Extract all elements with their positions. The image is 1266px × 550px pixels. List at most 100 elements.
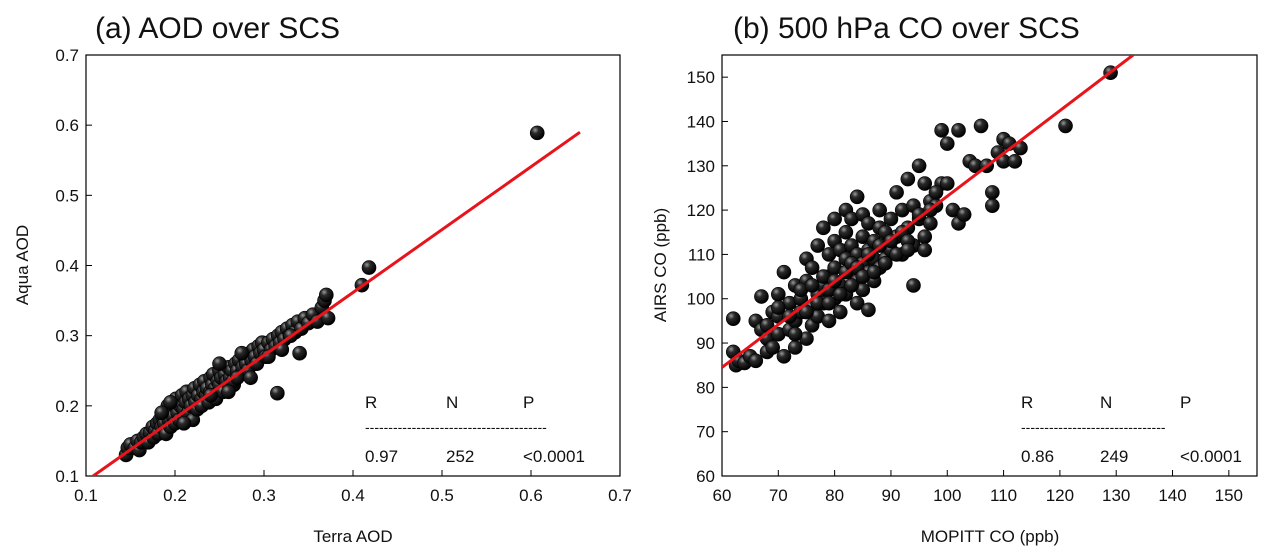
panel-b-data-point: [951, 123, 966, 138]
panel-b-data-point: [900, 242, 916, 258]
panel-b-data-point: [973, 118, 989, 134]
panel-b-data-point: [725, 311, 741, 326]
panel-a-x-tick-label: 0.4: [341, 486, 365, 505]
panel-b-data-point: [883, 211, 899, 227]
panel-b-data-point: [889, 185, 904, 200]
panel-b-x-tick-label: 60: [713, 486, 732, 505]
panel-a-data-point: [529, 125, 545, 141]
panel-b-y-tick-label: 80: [696, 378, 715, 397]
panel-b-y-tick-label: 90: [696, 334, 715, 353]
panel-b-x-tick-label: 110: [990, 486, 1017, 505]
panel-a-y-axis-label: Aqua AOD: [13, 225, 32, 305]
panel-a-y-tick-label: 0.7: [55, 46, 79, 65]
panel-b-x-tick-label: 90: [881, 486, 900, 505]
panel-b-data-point: [844, 278, 859, 293]
panel-b: (b) 500 hPa CO over SCS 60 70 80 90 100 110 12…: [651, 12, 1258, 546]
panel-a-y-tick-label: 0.5: [55, 186, 79, 205]
panel-b-data-point: [776, 264, 792, 280]
panel-b-data-point: [911, 158, 927, 174]
panel-b-fit-line: [722, 55, 1135, 369]
panel-a-x-tick-label: 0.6: [519, 486, 543, 505]
panel-a-y-tick-label: 0.2: [55, 397, 79, 416]
panel-a-stat-value-p: <0.0001: [523, 447, 585, 466]
panel-b-data-point: [917, 229, 933, 244]
panel-a-x-tick-label: 0.3: [252, 486, 276, 505]
panel-a-data-point: [234, 345, 250, 361]
panel-a-y-tick-label: 0.3: [55, 327, 79, 346]
panel-a-data-point: [292, 345, 307, 361]
panel-b-x-tick-label: 150: [1215, 486, 1243, 505]
panel-a-stat-value-n: 252: [446, 447, 474, 466]
panel-b-stats: R N P ------------------------------- 0.…: [1021, 393, 1242, 466]
panel-a-y-tick-label: 0.4: [55, 257, 79, 276]
panel-b-x-axis-label: MOPITT CO (ppb): [921, 527, 1060, 546]
panel-b-data-point: [917, 242, 933, 258]
panel-b-data-point: [804, 260, 820, 276]
panel-b-data-point: [939, 136, 955, 151]
panel-b-data-point: [934, 123, 949, 138]
panel-a-x-tick-label: 0.2: [163, 486, 187, 505]
panel-b-x-tick-label: 100: [933, 486, 961, 505]
panel-b-data-point: [804, 278, 820, 293]
panel-b-stat-value-p: <0.0001: [1180, 447, 1242, 466]
panel-b-data-point: [939, 176, 955, 191]
panel-b-y-axis-label: AIRS CO (ppb): [651, 208, 670, 322]
panel-b-ticks: 60 70 80 90 100 110 120 130 140 150 60 70 80 90 100 110…: [687, 68, 1243, 505]
panel-b-y-tick-label: 130: [687, 157, 715, 176]
panel-a-data-point: [154, 405, 169, 421]
panel-b-data-point: [906, 278, 921, 293]
panel-a-stat-value-r: 0.97: [365, 447, 398, 466]
panel-b-data-point: [866, 264, 882, 280]
panel-b-plot-frame: [721, 54, 1258, 477]
panel-b-data-point: [872, 202, 887, 218]
panel-b-data-point: [754, 289, 769, 304]
panel-b-y-tick-label: 110: [688, 245, 715, 264]
panel-b-x-tick-label: 80: [825, 486, 844, 505]
panel-b-stat-header-n: N: [1100, 393, 1112, 412]
panel-a-x-tick-label: 0.1: [74, 486, 98, 505]
panel-b-points: [725, 65, 1118, 373]
panel-b-data-point: [832, 287, 848, 302]
panel-b-stat-value-n: 249: [1100, 447, 1128, 466]
panel-b-data-point: [1058, 118, 1073, 134]
panel-b-y-tick-label: 120: [687, 201, 715, 220]
panel-b-data-point: [821, 295, 837, 311]
panel-a-stat-header-r: R: [365, 393, 377, 412]
panel-a-data-point: [318, 287, 334, 303]
panel-b-data-point: [821, 313, 837, 329]
panel-b-x-tick-label: 130: [1102, 486, 1130, 505]
panel-b-data-point: [1007, 154, 1023, 169]
panel-a-data-point: [212, 356, 227, 372]
panel-b-data-point: [985, 185, 1000, 200]
panel-a-data-point: [243, 370, 258, 386]
panel-b-data-point: [956, 207, 972, 222]
panel-b-data-point: [917, 176, 933, 191]
panel-a-stat-divider: ---------------------------------------: [365, 419, 547, 435]
panel-a-fit-line: [92, 130, 581, 476]
panel-b-y-tick-label: 100: [687, 290, 715, 309]
panel-a: (a) AOD over SCS 0.1 0.2 0.3 0.4 0.5 0.6 0.7 0.…: [13, 12, 632, 546]
panel-b-data-point: [838, 224, 854, 240]
panel-b-data-point: [816, 220, 831, 236]
panel-a-data-point: [221, 384, 236, 400]
panel-b-data-point: [928, 185, 944, 200]
panel-b-data-point: [985, 198, 1000, 213]
panel-b-data-point: [771, 287, 786, 302]
panel-b-data-point: [832, 304, 848, 320]
panel-a-data-point: [176, 416, 192, 431]
panel-a-y-tick-label: 0.1: [55, 467, 79, 486]
panel-a-y-tick-label: 0.6: [55, 116, 79, 135]
panel-b-x-tick-label: 70: [769, 486, 788, 505]
panel-b-data-point: [776, 349, 792, 364]
panel-b-x-tick-label: 120: [1046, 486, 1074, 505]
panel-b-data-point: [878, 255, 893, 271]
panel-b-stat-header-r: R: [1021, 393, 1033, 412]
panel-b-data-point: [748, 353, 764, 369]
panel-b-data-point: [900, 171, 916, 187]
panel-a-x-axis-label: Terra AOD: [313, 527, 392, 546]
panel-a-title: (a) AOD over SCS: [95, 12, 340, 45]
panel-b-stat-value-r: 0.86: [1021, 447, 1054, 466]
panel-b-data-point: [771, 300, 786, 315]
panel-b-data-point: [827, 211, 842, 227]
panel-b-data-point: [861, 302, 876, 318]
